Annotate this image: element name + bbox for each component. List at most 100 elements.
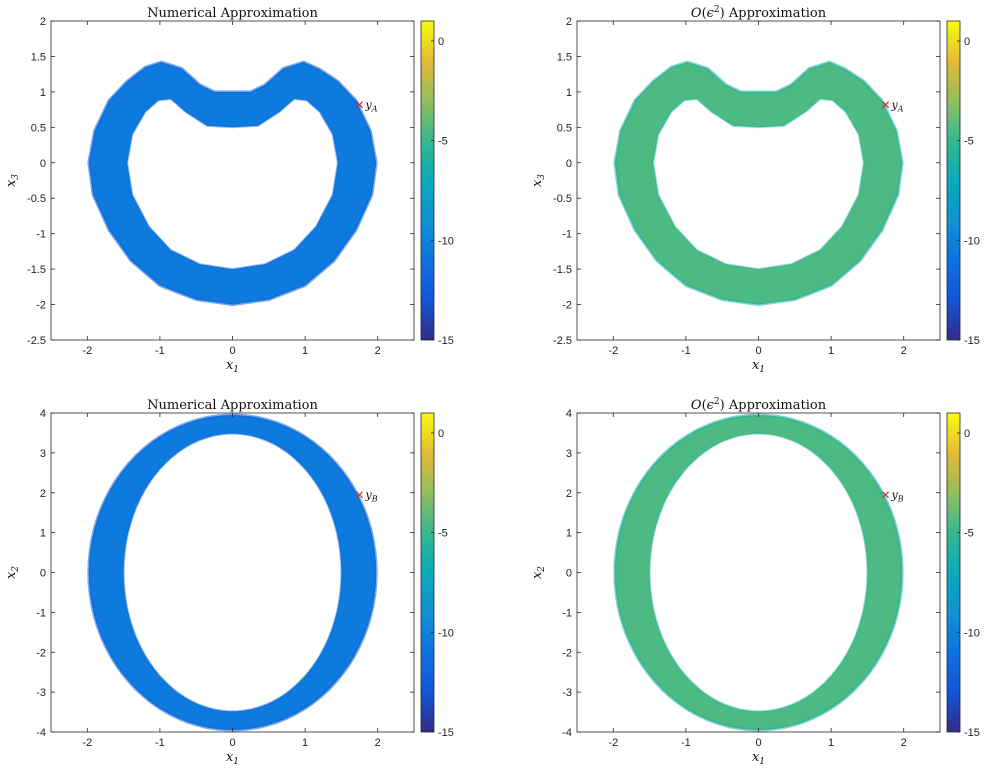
x-tick-label: -2 — [608, 737, 618, 749]
y-tick-label: 1.5 — [31, 51, 46, 63]
y-tick-label: 0.5 — [31, 122, 46, 134]
y-tick-label: -2 — [36, 647, 46, 659]
y-tick-label: -1 — [562, 229, 572, 241]
subplot-title: Numerical Approximation — [147, 6, 318, 21]
y-tick-label: 2 — [566, 488, 572, 500]
y-tick-label: -0.5 — [27, 193, 46, 205]
x-tick-label: 2 — [901, 345, 907, 357]
colorbar-tick-label: -5 — [964, 528, 974, 540]
field-outer-edge — [87, 413, 378, 732]
colorbar — [420, 20, 435, 341]
x-tick-label: 2 — [901, 737, 907, 749]
field-outer-edge — [613, 60, 904, 307]
y-tick-label: 1 — [566, 87, 572, 99]
subplot-title: O(ϵ2) Approximation — [691, 5, 827, 21]
y-tick-label: 0 — [566, 568, 572, 580]
y-tick-label: -1.5 — [27, 264, 46, 276]
subplot-title: Numerical Approximation — [147, 398, 318, 413]
y-tick-label: 3 — [40, 448, 46, 460]
colorbar-tick-label: -15 — [964, 727, 980, 739]
y-tick-label: -2.5 — [27, 335, 46, 347]
y-tick-label: 1 — [40, 87, 46, 99]
y-tick-label: -2.5 — [553, 335, 572, 347]
y-tick-label: 2 — [40, 16, 46, 28]
x-tick-label: -1 — [681, 737, 691, 749]
y-axis-label: x3 — [530, 174, 547, 187]
y-tick-label: -2 — [562, 647, 572, 659]
y-tick-label: -2 — [36, 300, 46, 312]
y-axis-label: x3 — [4, 174, 21, 187]
x-tick-label: 1 — [302, 737, 308, 749]
y-tick-label: 4 — [40, 408, 46, 420]
x-tick-label: 0 — [755, 345, 761, 357]
y-tick-label: 0 — [566, 158, 572, 170]
y-tick-label: 1 — [566, 528, 572, 540]
colorbar-tick-label: 0 — [438, 428, 444, 440]
x-tick-label: 2 — [375, 737, 381, 749]
colorbar-tick-label: 0 — [964, 428, 970, 440]
colorbar-tick-label: -10 — [438, 235, 454, 247]
x-tick-label: -2 — [82, 737, 92, 749]
y-tick-label: -1.5 — [553, 264, 572, 276]
colorbar-tick-label: -5 — [964, 136, 974, 148]
subplot-title: O(ϵ2) Approximation — [691, 397, 827, 413]
y-tick-label: 1 — [40, 528, 46, 540]
y-tick-label: 4 — [566, 408, 572, 420]
marker-cross — [356, 101, 363, 109]
y-tick-label: 2 — [566, 16, 572, 28]
colorbar — [946, 20, 961, 341]
colorbar-tick-label: -15 — [438, 335, 454, 347]
y-tick-label: -3 — [562, 687, 572, 699]
x-tick-label: -2 — [82, 345, 92, 357]
x-tick-label: 0 — [229, 345, 235, 357]
y-tick-label: -1 — [562, 607, 572, 619]
x-tick-label: 0 — [755, 737, 761, 749]
y-tick-label: -0.5 — [553, 193, 572, 205]
x-tick-label: 0 — [229, 737, 235, 749]
field-outer-edge — [87, 60, 378, 307]
x-axis-label: x1 — [752, 750, 765, 767]
y-tick-label: 0 — [40, 158, 46, 170]
y-tick-label: -4 — [36, 727, 46, 739]
y-tick-label: 2 — [40, 488, 46, 500]
y-tick-label: -3 — [36, 687, 46, 699]
subplot-1: yA-2 -1 0 1 221.510.50-0.5-1-1.5-2-2.5Numeri… — [4, 6, 454, 375]
x-tick-label: 1 — [302, 345, 308, 357]
x-tick-label: -2 — [608, 345, 618, 357]
field-inner-edge — [652, 97, 865, 271]
marker-cross — [882, 101, 889, 109]
x-axis-label: x1 — [226, 750, 239, 767]
field-inner-edge — [126, 97, 339, 271]
x-tick-label: 2 — [375, 345, 381, 357]
colorbar-tick-label: -15 — [438, 727, 454, 739]
colorbar — [946, 412, 961, 733]
colorbar-tick-label: 0 — [964, 36, 970, 48]
y-tick-label: -2 — [562, 300, 572, 312]
colorbar-tick-label: 0 — [438, 36, 444, 48]
x-axis-label: x1 — [752, 358, 765, 375]
field-region — [614, 62, 903, 305]
y-tick-label: 0.5 — [557, 122, 572, 134]
x-axis-label: x1 — [226, 358, 239, 375]
field-region — [88, 62, 377, 305]
y-tick-label: -1 — [36, 607, 46, 619]
y-tick-label: 3 — [566, 448, 572, 460]
y-axis-label: x2 — [4, 566, 21, 579]
field-outer-edge — [613, 413, 904, 732]
field-inner-edge — [648, 432, 869, 713]
colorbar-tick-label: -15 — [964, 335, 980, 347]
y-tick-label: 0 — [40, 568, 46, 580]
y-axis-label: x2 — [530, 566, 547, 579]
y-tick-label: 1.5 — [557, 51, 572, 63]
marker-cross — [882, 491, 889, 499]
y-tick-label: -1 — [36, 229, 46, 241]
subplot-2: yA-2 -1 0 1 221.510.50-0.5-1-1.5-2-2.5O(ϵ2) … — [530, 5, 980, 375]
marker-cross — [356, 491, 363, 499]
colorbar-tick-label: -10 — [964, 235, 980, 247]
colorbar-tick-label: -10 — [964, 627, 980, 639]
x-tick-label: -1 — [681, 345, 691, 357]
colorbar-tick-label: -5 — [438, 528, 448, 540]
